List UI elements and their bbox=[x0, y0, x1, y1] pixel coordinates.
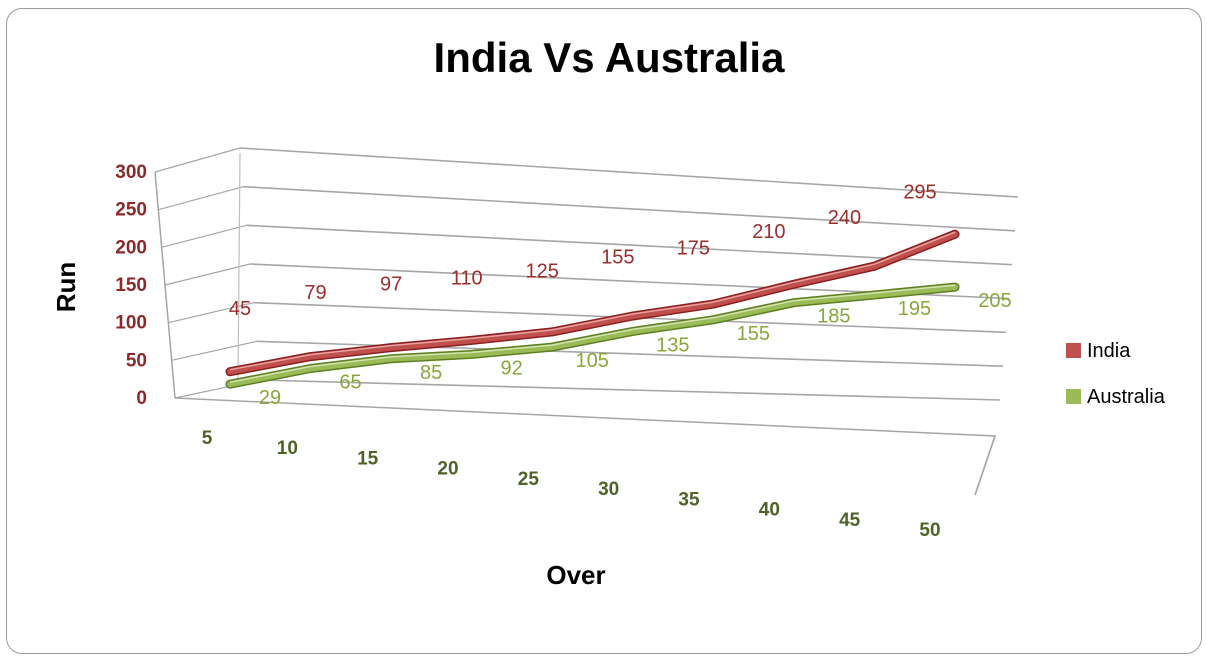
data-label: 85 bbox=[420, 362, 442, 384]
floor-right-edge bbox=[974, 435, 996, 496]
series-line bbox=[227, 231, 958, 375]
y-tick-label: 100 bbox=[115, 313, 147, 334]
data-label: 155 bbox=[601, 247, 634, 269]
x-axis-title: Over bbox=[546, 560, 605, 590]
series-line-highlight bbox=[229, 231, 956, 371]
gridline bbox=[259, 379, 1001, 401]
gridline-side bbox=[154, 147, 241, 173]
legend-label: India bbox=[1087, 340, 1131, 362]
data-label: 210 bbox=[752, 221, 785, 243]
y-tick-label: 50 bbox=[126, 350, 147, 371]
y-axis-ticks: 0 50 100 150 200 250 300 bbox=[115, 162, 147, 409]
legend: India Australia bbox=[1066, 340, 1166, 408]
data-label: 45 bbox=[229, 298, 251, 320]
series-line bbox=[227, 284, 958, 388]
x-tick-label: 10 bbox=[277, 438, 298, 459]
data-label: 155 bbox=[737, 323, 770, 345]
x-tick-label: 35 bbox=[678, 489, 700, 510]
wall-edge bbox=[237, 152, 241, 381]
series-lines bbox=[225, 229, 960, 389]
chart-title: India Vs Australia bbox=[434, 34, 786, 81]
x-tick-label: 5 bbox=[202, 428, 213, 449]
y-tick-label: 250 bbox=[115, 200, 147, 221]
y-tick-label: 200 bbox=[115, 237, 147, 258]
gridline bbox=[243, 185, 1016, 232]
data-label: 205 bbox=[978, 290, 1011, 312]
y-axis-line bbox=[154, 171, 176, 399]
x-tick-label: 45 bbox=[839, 510, 861, 531]
data-label: 185 bbox=[817, 306, 850, 328]
x-tick-label: 40 bbox=[759, 500, 780, 521]
data-label: 97 bbox=[380, 274, 402, 296]
floor-edge bbox=[174, 397, 997, 496]
x-tick-label: 20 bbox=[437, 459, 458, 480]
legend-label: Australia bbox=[1087, 386, 1166, 408]
legend-swatch bbox=[1066, 343, 1081, 358]
gridline-side bbox=[164, 263, 251, 286]
data-label: 240 bbox=[828, 207, 861, 229]
x-tick-label: 15 bbox=[357, 448, 379, 469]
x-axis-ticks: 5 10 15 20 25 30 35 40 45 50 bbox=[202, 428, 941, 541]
data-label: 195 bbox=[898, 298, 931, 320]
data-label: 175 bbox=[677, 237, 710, 259]
gridline bbox=[239, 147, 1019, 198]
x-tick-label: 50 bbox=[919, 520, 940, 541]
data-label: 65 bbox=[339, 372, 361, 394]
x-tick-label: 25 bbox=[518, 469, 540, 490]
data-label: 110 bbox=[451, 268, 483, 290]
gridline-side bbox=[158, 186, 244, 211]
data-label: 92 bbox=[501, 357, 523, 379]
data-label: 125 bbox=[526, 261, 559, 283]
chart-frame bbox=[6, 8, 1202, 654]
y-axis-title: Run bbox=[51, 262, 81, 313]
y-tick-label: 0 bbox=[136, 388, 147, 409]
data-labels: 45 79 97 110 125 155 175 210 240 295 29 65 85 92 105 13… bbox=[229, 181, 1012, 409]
data-label: 135 bbox=[656, 334, 689, 356]
data-label: 29 bbox=[259, 387, 281, 409]
y-tick-label: 150 bbox=[115, 275, 147, 296]
legend-swatch bbox=[1066, 389, 1081, 404]
gridline-side bbox=[161, 224, 247, 248]
data-label: 105 bbox=[576, 350, 609, 372]
data-label: 295 bbox=[903, 181, 936, 203]
x-tick-label: 30 bbox=[598, 479, 619, 500]
series-line-highlight bbox=[229, 284, 956, 383]
chart-floor bbox=[174, 397, 997, 496]
y-tick-label: 300 bbox=[115, 162, 147, 183]
data-label: 79 bbox=[304, 282, 326, 304]
gridline-side bbox=[171, 340, 257, 361]
